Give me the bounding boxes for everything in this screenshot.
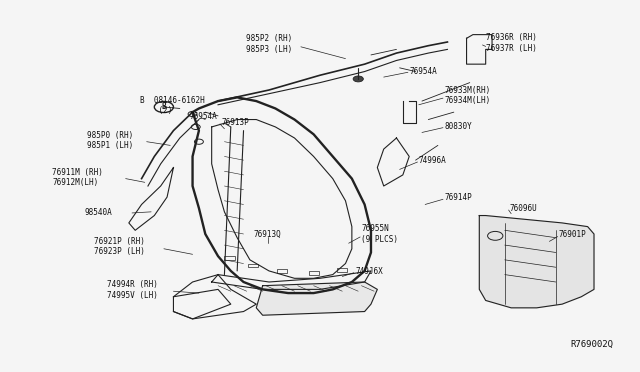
Polygon shape — [256, 282, 378, 315]
Text: 76911M (RH)
76912M(LH): 76911M (RH) 76912M(LH) — [52, 168, 103, 187]
Text: 76954A: 76954A — [409, 67, 437, 76]
Text: 76955N
(9 PLCS): 76955N (9 PLCS) — [362, 224, 399, 244]
Bar — [308, 271, 319, 275]
Text: 76096U: 76096U — [510, 203, 538, 213]
Text: 985P0 (RH)
985P1 (LH): 985P0 (RH) 985P1 (LH) — [88, 131, 134, 150]
Text: 74994R (RH)
74995V (LH): 74994R (RH) 74995V (LH) — [106, 280, 157, 300]
Text: 76913P: 76913P — [221, 118, 249, 126]
Text: B  08146-6162H
    (2): B 08146-6162H (2) — [140, 96, 205, 115]
Circle shape — [353, 76, 364, 82]
Text: R769002Q: R769002Q — [570, 340, 613, 349]
Text: 76914P: 76914P — [444, 193, 472, 202]
Text: 985P2 (RH)
985P3 (LH): 985P2 (RH) 985P3 (LH) — [246, 34, 292, 54]
Text: 76913Q: 76913Q — [254, 230, 282, 238]
Text: 76936R (RH)
76937R (LH): 76936R (RH) 76937R (LH) — [486, 33, 536, 53]
Polygon shape — [479, 215, 594, 308]
Bar — [248, 263, 258, 267]
Text: 74996A: 74996A — [419, 155, 447, 165]
Text: 80830Y: 80830Y — [444, 122, 472, 131]
Bar — [276, 269, 287, 273]
Bar — [225, 256, 235, 260]
Text: B: B — [161, 103, 166, 112]
Text: 76901P: 76901P — [559, 230, 587, 239]
Text: 98540A: 98540A — [84, 208, 112, 217]
Text: 76954A: 76954A — [189, 112, 217, 121]
Bar — [337, 268, 348, 272]
Text: 76921P (RH)
76923P (LH): 76921P (RH) 76923P (LH) — [94, 237, 145, 256]
Text: 749J6X: 749J6X — [355, 267, 383, 276]
Text: 76933M(RH)
76934M(LH): 76933M(RH) 76934M(LH) — [444, 86, 490, 105]
